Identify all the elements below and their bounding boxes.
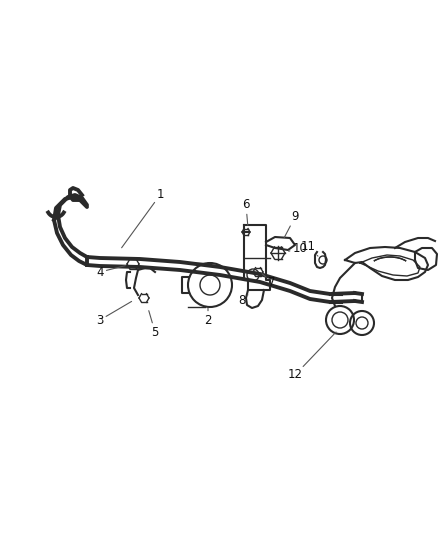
Text: 6: 6 [242,198,250,225]
Text: 7: 7 [262,274,276,288]
Text: 12: 12 [287,332,336,382]
Text: 5: 5 [149,311,159,338]
Text: 10: 10 [289,241,307,254]
Text: 9: 9 [284,211,299,238]
Text: 11: 11 [300,240,318,256]
Text: 2: 2 [204,308,212,327]
Text: 8: 8 [238,294,248,306]
Text: 1: 1 [122,189,164,248]
Text: 3: 3 [96,301,131,327]
Text: 4: 4 [96,265,125,279]
